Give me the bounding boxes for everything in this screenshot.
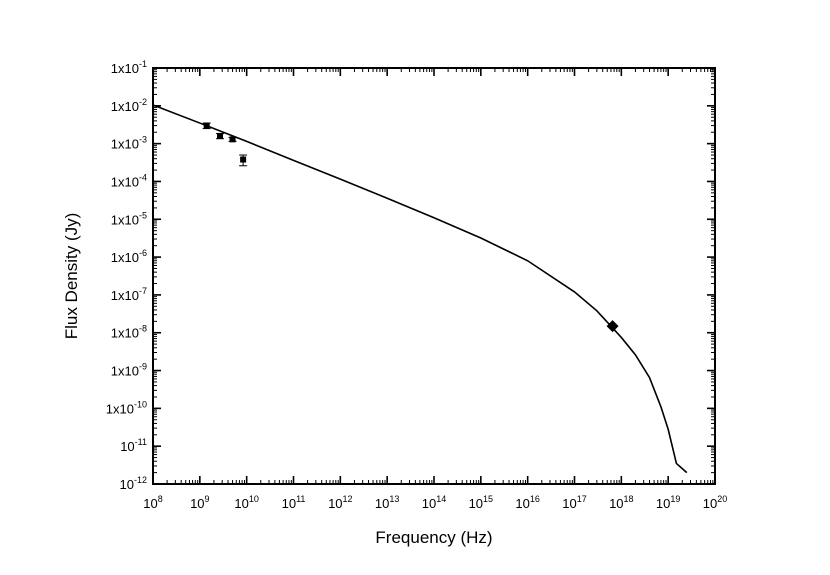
x-tick-labels: 108 109 1010 1011 1012 1013 1014 1015 1016 1017 10… [143,494,727,511]
x-tick-label: 1017 [562,494,586,511]
radio-data-point [240,156,247,163]
y-tick-label: 1x10-6 [111,248,147,265]
radio-data-point [217,132,224,139]
radio-data-point [229,136,236,143]
x-tick-label: 1013 [375,494,399,511]
model-curve [152,104,688,474]
model-curve-group [152,104,688,474]
plot-frame [152,67,716,485]
x-tick-label: 1010 [234,494,258,511]
y-tick-label: 10-12 [120,475,147,492]
x-tick-label: 1015 [469,494,493,511]
x-tick-label: 1019 [656,494,680,511]
y-tick-label: 1x10-7 [111,286,147,303]
y-tick-labels: 1x10-1 1x10-2 1x10-3 1x10-4 1x10-5 1x10-6 1x10… [106,59,147,492]
y-axis-title: Flux Density (Jy) [62,213,81,340]
major-ticks [152,67,716,485]
data-points [202,122,619,333]
x-tick-label: 1016 [515,494,539,511]
radio-data-point [203,122,210,129]
y-tick-label: 1x10-8 [111,324,147,341]
y-tick-label: 10-11 [120,437,147,454]
y-tick-label: 1x10-4 [111,172,147,189]
x-tick-label: 1011 [282,494,306,511]
y-tick-label: 1x10-3 [111,135,147,152]
x-tick-label: 1014 [422,494,446,511]
x-axis-title: Frequency (Hz) [375,528,492,547]
x-tick-label: 1012 [328,494,352,511]
y-tick-label: 1x10-2 [111,97,147,114]
x-tick-label: 108 [143,494,162,511]
xray-data-point [606,320,619,333]
x-tick-label: 109 [190,494,209,511]
y-tick-label: 1x10-1 [111,59,147,76]
y-tick-label: 1x10-5 [111,210,147,227]
x-tick-label: 1018 [609,494,633,511]
x-tick-label: 1020 [703,494,727,511]
minor-ticks [153,68,715,484]
y-tick-label: 1x10-9 [111,362,147,379]
y-tick-label: 1x10-10 [106,399,147,416]
